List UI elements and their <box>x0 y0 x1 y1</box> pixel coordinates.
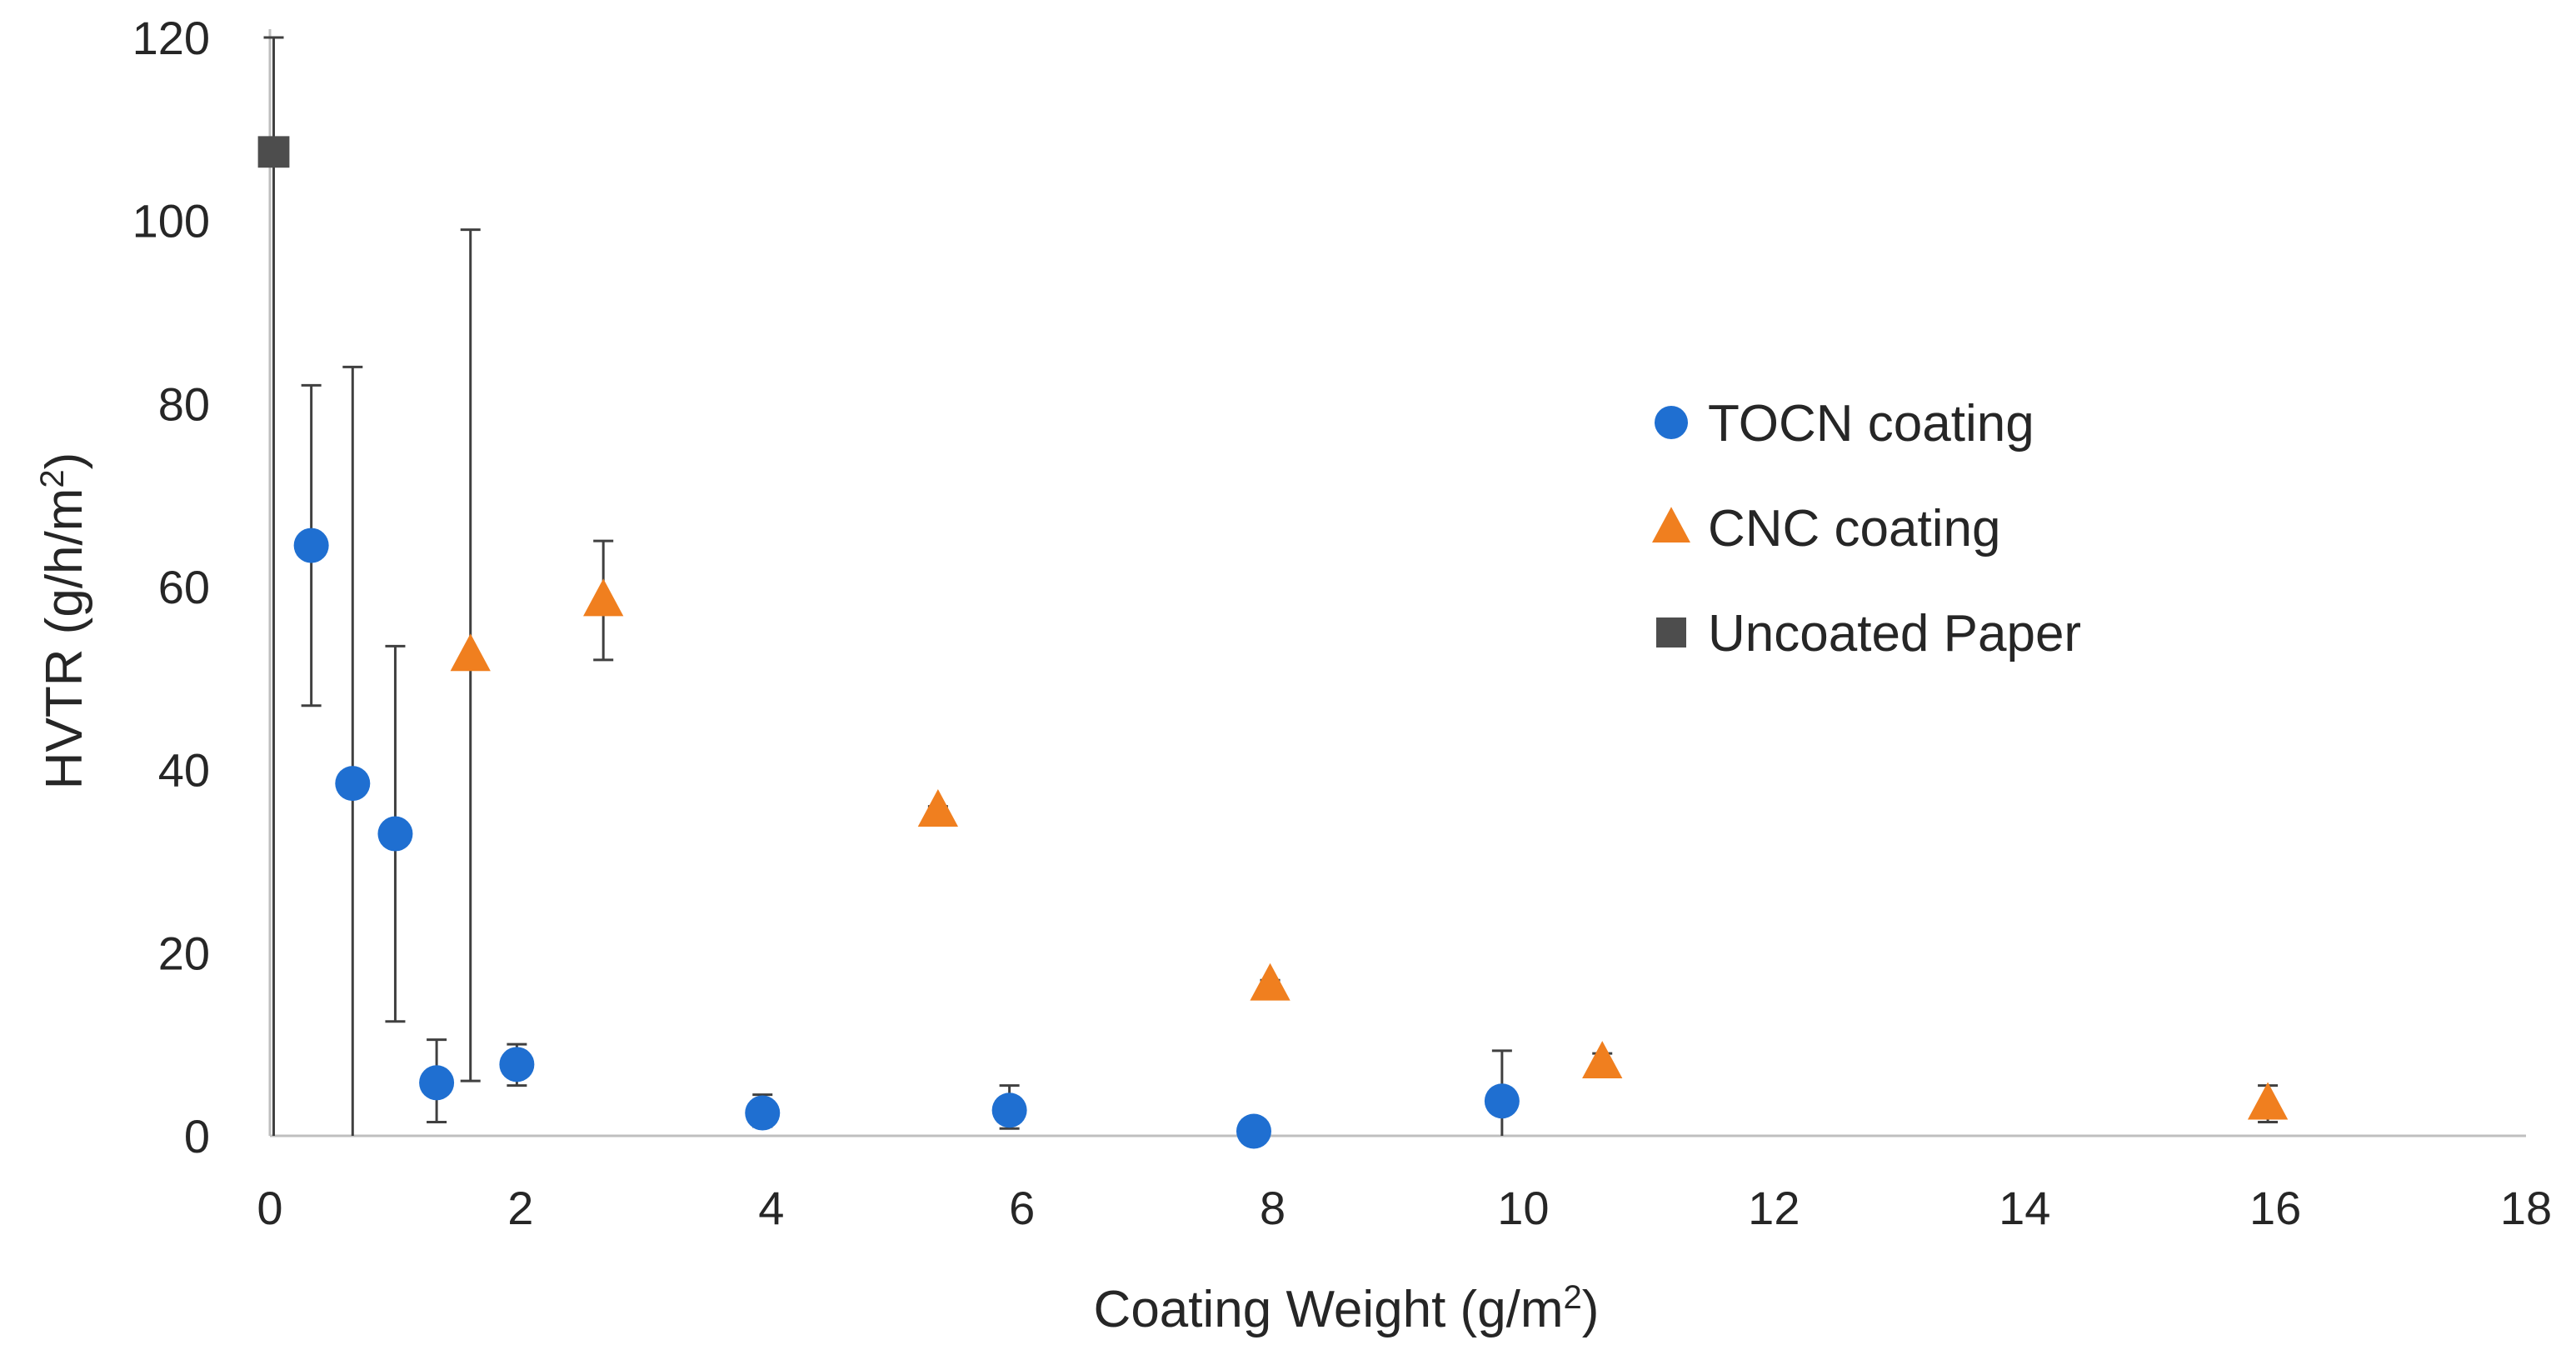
cnc-coating-point-1 <box>583 578 624 617</box>
x-tick-label-10: 10 <box>1497 1182 1549 1234</box>
x-tick-label-4: 4 <box>758 1182 784 1234</box>
tocn-coating-point-2 <box>377 816 413 852</box>
legend-label-cnc-coating: CNC coating <box>1708 500 2000 558</box>
tocn-coating-point-7 <box>1236 1113 1271 1149</box>
legend-label-uncoated-paper: Uncoated Paper <box>1708 605 2081 662</box>
tocn-coating-point-8 <box>1484 1083 1520 1119</box>
tocn-coating-point-6 <box>991 1092 1027 1128</box>
y-axis-title-tail: ) <box>36 452 93 470</box>
y-tick-label-80: 80 <box>158 378 210 430</box>
y-tick-label-40: 40 <box>158 744 210 797</box>
x-axis-title-tail: ) <box>1582 1281 1600 1338</box>
legend: TOCN coating CNC coating Uncoated Paper <box>1652 395 2081 662</box>
x-tick-label-16: 16 <box>2249 1182 2301 1234</box>
cnc-coating-point-3 <box>1250 962 1290 1001</box>
x-tick-label-14: 14 <box>1999 1182 2050 1234</box>
uncoated-paper-point-0 <box>257 136 290 168</box>
legend-label-tocn-coating: TOCN coating <box>1708 395 2034 452</box>
x-axis-title: Coating Weight (g/m2) <box>1094 1279 1600 1338</box>
y-tick-label-0: 0 <box>184 1110 210 1162</box>
y-axis-title-sup: 2 <box>34 469 71 488</box>
x-tick-label-2: 2 <box>507 1182 533 1234</box>
x-tick-label-12: 12 <box>1748 1182 1800 1234</box>
tick-labels: 0 2 4 6 8 10 12 14 16 18 0 20 40 60 80 100 120 <box>132 12 2553 1234</box>
legend-marker-uncoated-paper <box>1656 618 1686 648</box>
y-tick-label-100: 100 <box>132 195 210 248</box>
cnc-coating-point-0 <box>450 633 491 672</box>
y-axis-title: HVTR (g/h/m2) <box>34 452 93 790</box>
cnc-coating-point-5 <box>2247 1082 2289 1120</box>
tocn-coating-point-4 <box>499 1047 535 1082</box>
x-tick-label-8: 8 <box>1260 1182 1286 1234</box>
x-tick-label-0: 0 <box>257 1182 282 1234</box>
x-tick-label-18: 18 <box>2500 1182 2552 1234</box>
tocn-coating-point-0 <box>293 528 329 563</box>
cnc-coating-point-4 <box>1582 1041 1623 1079</box>
x-tick-label-6: 6 <box>1009 1182 1035 1234</box>
axes <box>268 29 2526 1138</box>
y-tick-label-20: 20 <box>158 927 210 979</box>
tocn-coating-point-5 <box>745 1095 781 1131</box>
x-axis-title-main: Coating Weight (g/m <box>1094 1281 1564 1338</box>
y-tick-label-60: 60 <box>158 561 210 613</box>
tocn-coating-point-3 <box>419 1065 455 1101</box>
data-points <box>257 136 2289 1149</box>
y-tick-label-120: 120 <box>132 12 210 64</box>
x-axis-title-sup: 2 <box>1564 1279 1582 1316</box>
legend-marker-cnc-coating <box>1652 507 1690 542</box>
legend-marker-tocn-coating <box>1655 406 1688 439</box>
cnc-coating-point-2 <box>917 789 959 827</box>
tocn-coating-point-1 <box>335 766 371 802</box>
y-axis-title-main: HVTR (g/h/m <box>36 488 93 790</box>
